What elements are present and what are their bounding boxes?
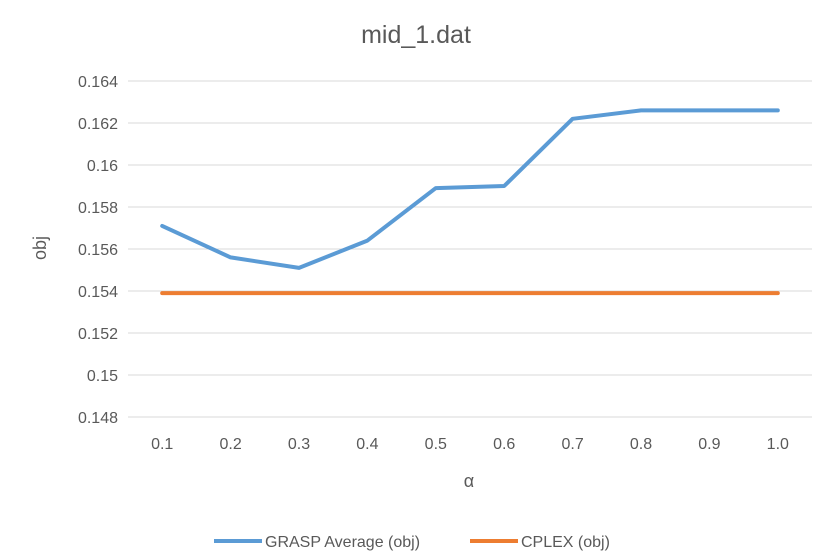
series-line-0 — [160, 108, 780, 270]
x-tick-label: 0.3 — [288, 436, 310, 453]
chart-title: mid_1.dat — [361, 21, 471, 49]
y-tick-label: 0.154 — [78, 284, 118, 301]
y-tick-label: 0.148 — [78, 410, 118, 427]
y-tick-label: 0.162 — [78, 116, 118, 133]
series-lines — [160, 108, 780, 296]
y-tick-label: 0.156 — [78, 242, 118, 259]
legend-label: CPLEX (obj) — [521, 534, 610, 551]
x-tick-label: 0.5 — [425, 436, 447, 453]
y-axis-ticks: 0.164 0.162 0.16 0.158 0.156 0.154 0.152 0.15 0.… — [78, 74, 118, 427]
x-tick-label: 0.8 — [630, 436, 652, 453]
y-axis-label: obj — [30, 236, 50, 260]
y-tick-label: 0.158 — [78, 200, 118, 217]
x-tick-label: 0.1 — [151, 436, 173, 453]
gridlines — [128, 80, 812, 418]
y-tick-label: 0.15 — [87, 368, 118, 385]
x-tick-label: 0.7 — [561, 436, 583, 453]
x-tick-label: 0.9 — [698, 436, 720, 453]
legend-label: GRASP Average (obj) — [265, 534, 420, 551]
x-tick-label: 0.2 — [219, 436, 241, 453]
x-tick-label: 0.4 — [356, 436, 378, 453]
x-axis-label: α — [464, 471, 474, 491]
x-tick-label: 1.0 — [767, 436, 789, 453]
y-tick-label: 0.164 — [78, 74, 118, 91]
y-tick-label: 0.16 — [87, 158, 118, 175]
legend: GRASP Average (obj) CPLEX (obj) — [214, 534, 610, 551]
y-tick-label: 0.152 — [78, 326, 118, 343]
x-axis-ticks: 0.1 0.2 0.3 0.4 0.5 0.6 0.7 0.8 0.9 1.0 — [151, 436, 789, 453]
x-tick-label: 0.6 — [493, 436, 515, 453]
